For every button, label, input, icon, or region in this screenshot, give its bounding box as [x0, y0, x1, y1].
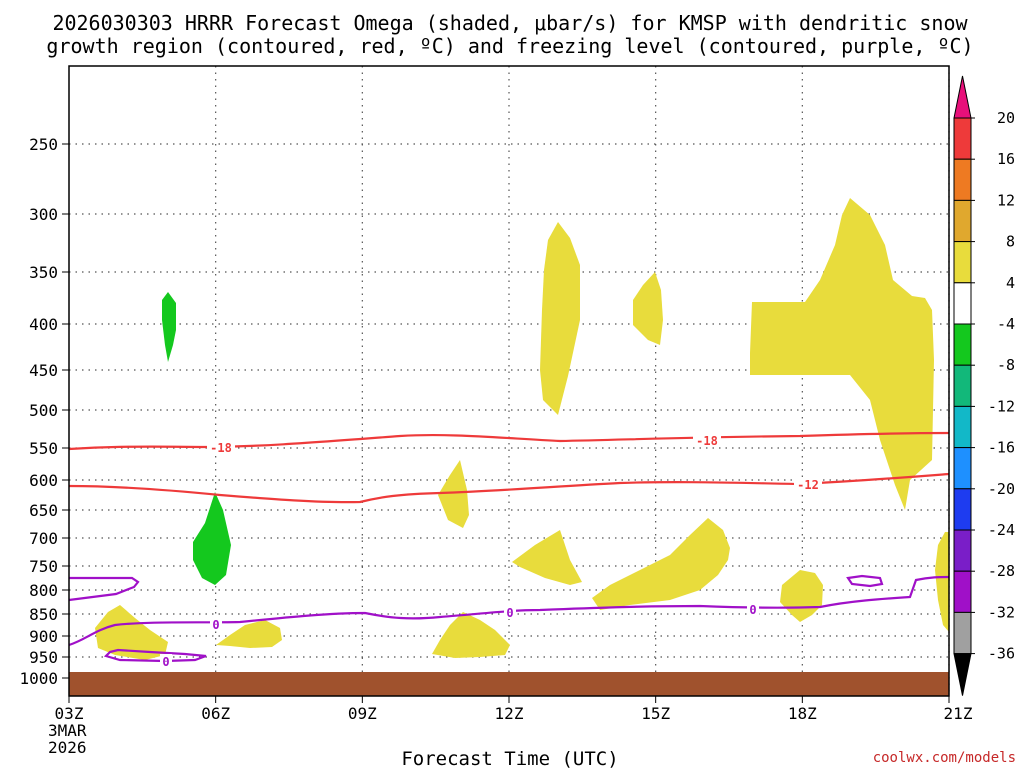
- colorbar-label: -32: [988, 603, 1015, 621]
- y-tick-label: 400: [29, 315, 58, 334]
- label-bg: [207, 440, 235, 454]
- yellow-region-10: [216, 620, 282, 648]
- y-tick-label: 550: [29, 439, 58, 458]
- contour-label-minus18-left: -18: [210, 441, 232, 455]
- colorbar-label: 8: [1006, 233, 1015, 251]
- x-tick-label: 03Z: [55, 704, 84, 723]
- label-bg: [747, 602, 759, 616]
- y-tick-label: 450: [29, 361, 58, 380]
- credit-text: coolwx.com/models: [873, 750, 1016, 766]
- y-tick-label: 300: [29, 205, 58, 224]
- colorbar-swatch: [953, 282, 972, 325]
- yellow-region-7: [780, 570, 823, 622]
- yellow-region-6: [592, 518, 730, 610]
- label-bg: [504, 605, 516, 619]
- contour-label-zero-1: 0: [212, 618, 219, 632]
- colorbar-label: -4: [997, 315, 1015, 333]
- yellow-region-1: [540, 222, 580, 415]
- colorbar-swatch: [953, 529, 972, 572]
- label-bg: [160, 654, 172, 668]
- colorbar-swatch: [953, 158, 972, 201]
- plot-area: -18 -18 -12 0 0 0 0: [68, 65, 950, 697]
- contour-zero-left-upper: [68, 576, 140, 602]
- yellow-region-3: [750, 198, 934, 510]
- colorbar-label: 20: [997, 109, 1015, 127]
- colorbar-top-arrow: [953, 75, 972, 119]
- colorbar-bottom-arrow: [953, 653, 972, 696]
- x-axis-label: Forecast Time (UTC): [401, 748, 618, 768]
- y-axis: 250 300 350 400 450 500 550 600 650 700 750 800 850 9…: [19, 135, 69, 688]
- colorbar-swatch: [953, 405, 972, 449]
- yellow-region-8: [935, 532, 949, 632]
- x-tick-label: 15Z: [641, 704, 670, 723]
- colorbar-label: 12: [997, 191, 1015, 209]
- contour-minus18: [68, 431, 950, 451]
- y-tick-label: 600: [29, 471, 58, 490]
- x-tick-label: 09Z: [348, 704, 377, 723]
- colorbar-label: -28: [988, 562, 1015, 580]
- y-tick-label: 850: [29, 605, 58, 624]
- yellow-region-9: [95, 605, 168, 660]
- green-region-upper: [162, 292, 176, 362]
- contour-label-minus18-right: -18: [696, 434, 718, 448]
- y-tick-label: 1000: [19, 669, 58, 688]
- colorbar-swatch: [953, 241, 972, 284]
- green-region-lower: [193, 492, 231, 585]
- y-tick-label: 900: [29, 627, 58, 646]
- y-tick-label: 700: [29, 529, 58, 548]
- colorbar-label: -20: [988, 480, 1015, 498]
- y-tick-label: 950: [29, 648, 58, 667]
- chart-title-line2: growth region (contoured, red, ºC) and f…: [46, 34, 973, 58]
- yellow-region-5: [512, 530, 582, 585]
- x-tick-label: 12Z: [495, 704, 524, 723]
- colorbar-label: -36: [988, 645, 1015, 663]
- colorbar-swatch: [953, 570, 972, 613]
- x-tick-label: 18Z: [788, 704, 817, 723]
- label-bg: [693, 433, 721, 447]
- contour-label-zero-4: 0: [749, 603, 756, 617]
- freezing-contours: [68, 574, 950, 663]
- chart-title-line1: 2026030303 HRRR Forecast Omega (shaded, …: [52, 11, 968, 35]
- omega-shading: [69, 198, 949, 696]
- y-tick-label: 250: [29, 135, 58, 154]
- x-tick-label: 21Z: [944, 704, 973, 723]
- yellow-region-4: [438, 460, 469, 528]
- colorbar-label: -12: [988, 397, 1015, 415]
- x-tick-year: 2026: [48, 738, 87, 757]
- contour-label-minus12: -12: [797, 478, 819, 492]
- colorbar-swatch: [953, 611, 972, 655]
- x-tick-label: 06Z: [201, 704, 230, 723]
- contour-zero-low: [103, 648, 207, 663]
- y-tick-label: 750: [29, 557, 58, 576]
- colorbar-swatch: [953, 323, 972, 366]
- contour-labels: -18 -18 -12 0 0 0 0: [160, 433, 822, 669]
- label-bg: [794, 477, 822, 491]
- colorbar-swatch: [953, 117, 972, 160]
- colorbar-label: -24: [988, 521, 1015, 539]
- colorbar-label: 16: [997, 150, 1015, 168]
- label-bg: [210, 617, 222, 631]
- colorbar-swatch: [953, 447, 972, 490]
- yellow-region-2: [633, 272, 663, 345]
- contour-label-zero-2: 0: [162, 655, 169, 669]
- contour-zero-main: [68, 575, 950, 647]
- yellow-region-11: [432, 612, 510, 658]
- colorbar-label: 4: [1006, 274, 1015, 292]
- y-tick-label: 800: [29, 581, 58, 600]
- colorbar-label: -16: [988, 439, 1015, 457]
- contour-label-zero-3: 0: [506, 606, 513, 620]
- colorbar-label: -8: [997, 356, 1015, 374]
- colorbar-swatch: [953, 199, 972, 243]
- colorbar-swatch: [953, 488, 972, 531]
- y-tick-label: 350: [29, 263, 58, 282]
- colorbar: 20 16 12 8 4 -4 -8 -12 -16 -20 -24 -28 -32 -36: [953, 75, 1015, 696]
- y-tick-label: 650: [29, 501, 58, 520]
- y-tick-label: 500: [29, 401, 58, 420]
- contour-zero-small-loop: [846, 574, 884, 588]
- ground-below-surface: [69, 672, 949, 696]
- colorbar-swatch: [953, 364, 972, 407]
- x-tick-date: 3MAR: [48, 721, 87, 740]
